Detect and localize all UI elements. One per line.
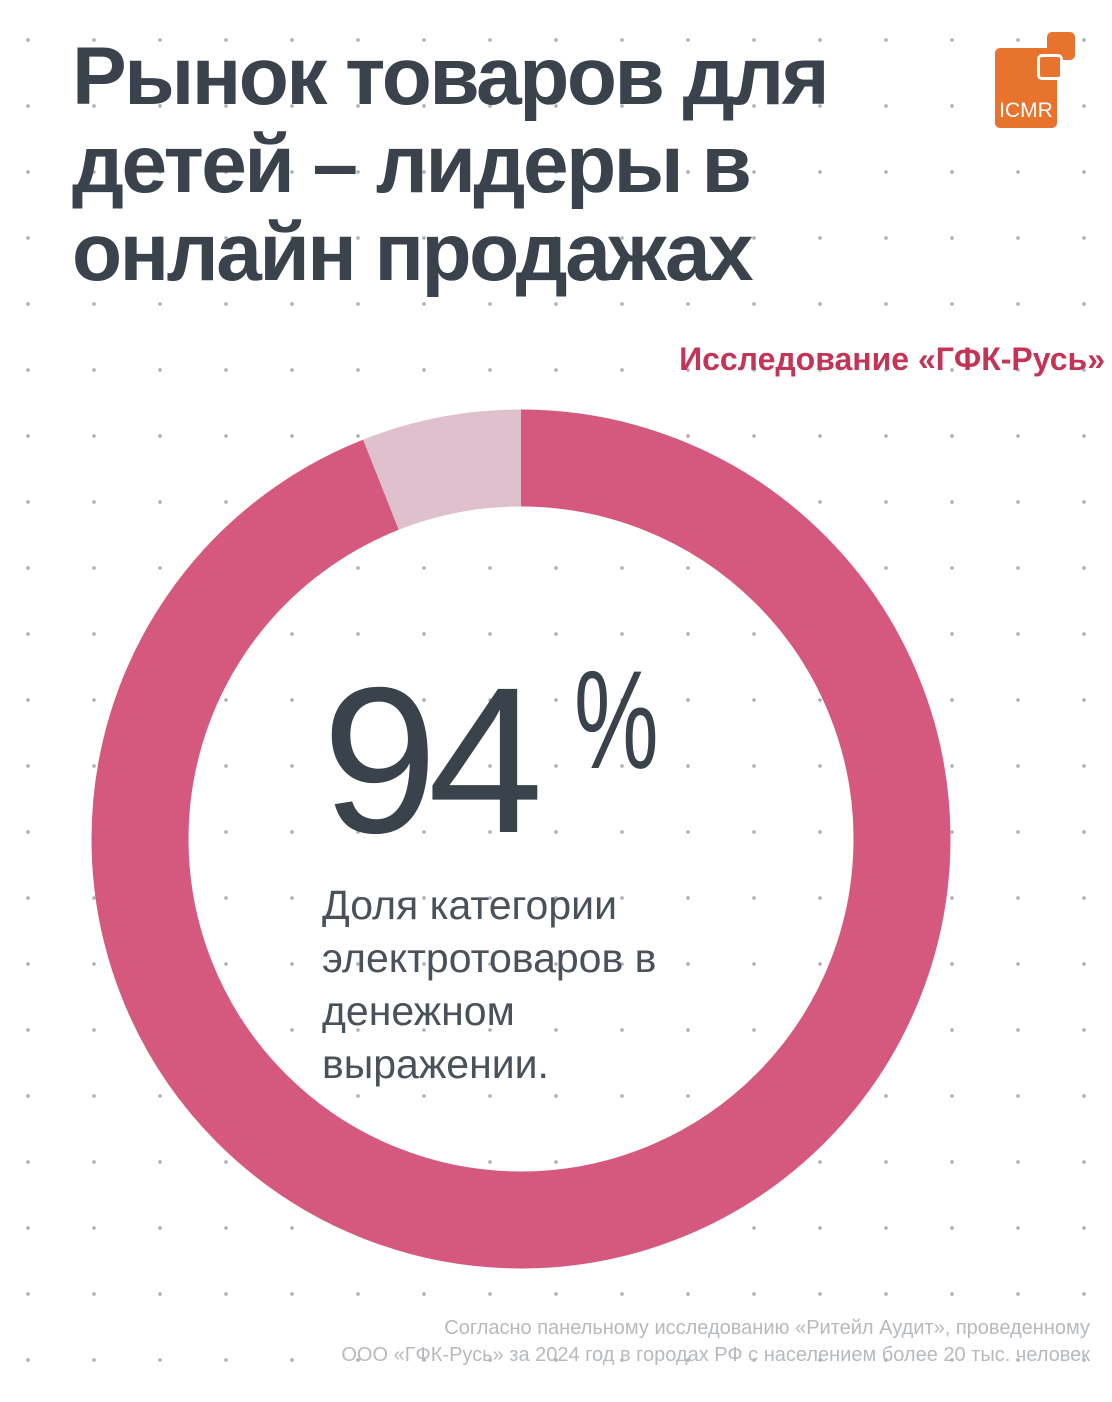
donut-center-percent-sign: % [574,641,659,798]
icmr-logo: ICMR [985,28,1090,133]
donut-center-label: Доля категории электротоваров в денежном… [322,882,657,1087]
page-title: Рынок товаров для детей – лидеры в онлай… [72,31,830,298]
research-source-label: Исследование «ГФК-Русь» [679,341,1105,377]
footnote: Согласно панельному исследованию «Ритейл… [341,1317,1090,1366]
donut-chart-svg [91,409,951,1269]
icmr-logo-outlined-square [1037,54,1063,80]
icmr-logo-text: ICMR [999,99,1053,122]
donut-center-text: 94 % Доля категории электротоваров в ден… [322,645,742,1137]
donut-chart: 94 % Доля категории электротоваров в ден… [91,409,951,1269]
donut-center-value: 94 [322,645,543,877]
donut-segment-remainder [91,409,951,1269]
